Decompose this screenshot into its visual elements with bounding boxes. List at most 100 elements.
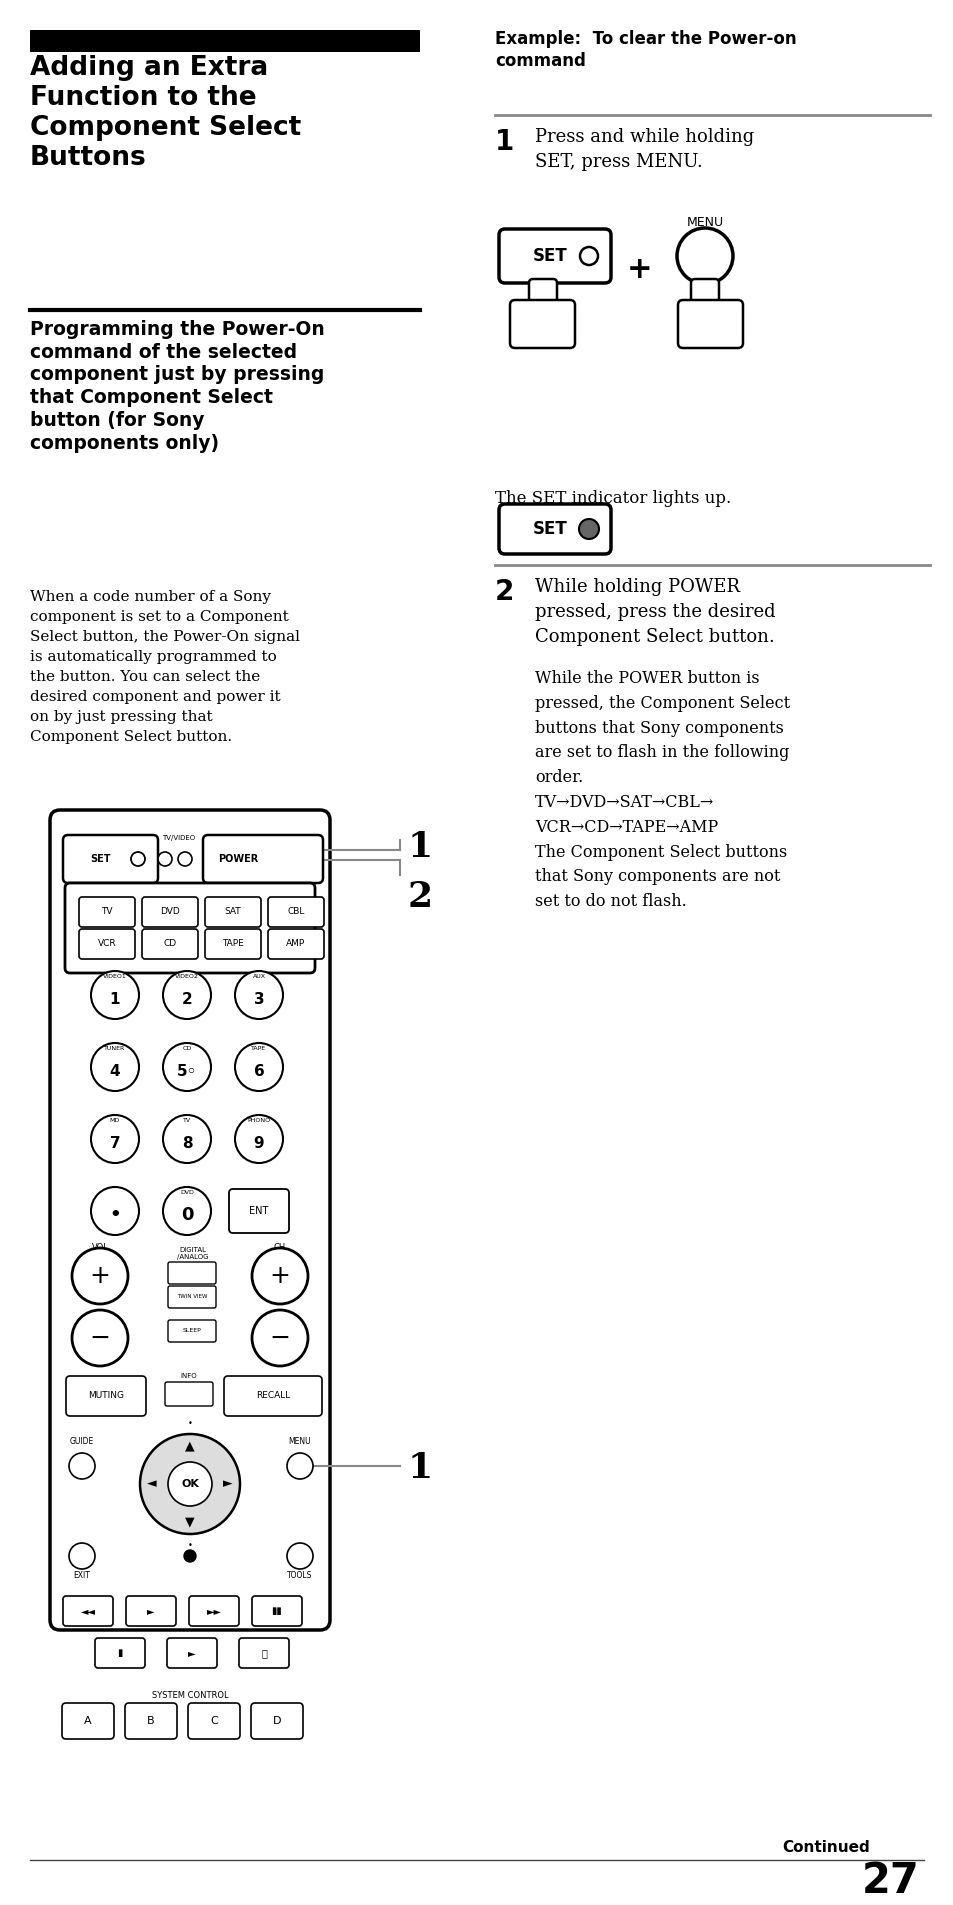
Circle shape (163, 1044, 211, 1092)
Text: DIGITAL
/ANALOG: DIGITAL /ANALOG (177, 1248, 209, 1261)
FancyBboxPatch shape (62, 1703, 113, 1739)
Text: TWIN VIEW: TWIN VIEW (176, 1295, 207, 1299)
Text: ◄◄: ◄◄ (80, 1606, 95, 1615)
Text: ▮: ▮ (117, 1648, 123, 1657)
Text: 0: 0 (180, 1206, 193, 1225)
Circle shape (178, 852, 192, 867)
Text: MENU: MENU (289, 1436, 311, 1446)
FancyBboxPatch shape (79, 897, 135, 928)
Circle shape (69, 1454, 95, 1478)
Text: 27: 27 (862, 1859, 919, 1901)
Text: Continued: Continued (781, 1840, 869, 1855)
FancyBboxPatch shape (126, 1596, 175, 1627)
Text: 2: 2 (181, 991, 193, 1006)
Text: CD: CD (182, 1046, 192, 1052)
Text: DVD: DVD (180, 1191, 193, 1196)
Circle shape (168, 1461, 212, 1507)
FancyBboxPatch shape (229, 1189, 289, 1233)
Circle shape (158, 852, 172, 867)
Text: B: B (147, 1716, 154, 1726)
Text: While holding POWER
pressed, press the desired
Component Select button.: While holding POWER pressed, press the d… (535, 577, 775, 646)
FancyBboxPatch shape (498, 229, 610, 284)
Text: PHONO: PHONO (247, 1118, 271, 1124)
Text: ▮▮: ▮▮ (272, 1606, 282, 1615)
Text: SYSTEM CONTROL: SYSTEM CONTROL (152, 1690, 228, 1699)
Text: When a code number of a Sony
component is set to a Component
Select button, the : When a code number of a Sony component i… (30, 591, 299, 745)
Text: EXIT: EXIT (73, 1572, 91, 1581)
FancyBboxPatch shape (529, 278, 557, 322)
Text: +: + (626, 255, 652, 284)
FancyBboxPatch shape (168, 1261, 215, 1284)
FancyBboxPatch shape (142, 897, 198, 928)
FancyBboxPatch shape (66, 1375, 146, 1415)
FancyBboxPatch shape (690, 278, 719, 322)
Circle shape (163, 1114, 211, 1162)
FancyBboxPatch shape (63, 834, 158, 884)
Text: While the POWER button is
pressed, the Component Select
buttons that Sony compon: While the POWER button is pressed, the C… (535, 671, 789, 911)
Text: VCR: VCR (97, 939, 116, 949)
Circle shape (287, 1454, 313, 1478)
FancyBboxPatch shape (678, 299, 742, 349)
FancyBboxPatch shape (50, 810, 330, 1631)
Text: ▲: ▲ (185, 1440, 194, 1452)
Text: GUIDE: GUIDE (70, 1436, 94, 1446)
FancyBboxPatch shape (79, 930, 135, 958)
Text: SAT: SAT (225, 907, 241, 916)
Text: MENU: MENU (686, 217, 722, 229)
Text: POWER: POWER (218, 853, 258, 865)
Text: ►►: ►► (206, 1606, 221, 1615)
Text: Press and while holding
SET, press MENU.: Press and while holding SET, press MENU. (535, 128, 754, 171)
Text: SET: SET (533, 248, 567, 265)
Circle shape (252, 1311, 308, 1366)
Text: 2: 2 (408, 880, 433, 914)
FancyBboxPatch shape (251, 1703, 303, 1739)
FancyBboxPatch shape (188, 1703, 240, 1739)
FancyBboxPatch shape (189, 1596, 239, 1627)
Circle shape (69, 1543, 95, 1570)
FancyBboxPatch shape (239, 1638, 289, 1669)
Text: 7: 7 (110, 1135, 120, 1151)
FancyBboxPatch shape (167, 1638, 216, 1669)
Circle shape (91, 1114, 139, 1162)
Circle shape (252, 1248, 308, 1305)
FancyBboxPatch shape (205, 897, 261, 928)
Text: ►: ► (223, 1478, 233, 1490)
Text: +: + (90, 1265, 111, 1288)
Text: 1: 1 (408, 831, 433, 865)
Text: CH: CH (274, 1244, 286, 1252)
Text: −: − (269, 1326, 291, 1351)
Circle shape (140, 1434, 240, 1534)
Text: TOOLS: TOOLS (287, 1572, 313, 1581)
FancyBboxPatch shape (168, 1320, 215, 1341)
Text: CBL: CBL (287, 907, 304, 916)
Text: 1: 1 (110, 991, 120, 1006)
Circle shape (287, 1543, 313, 1570)
Text: TAPE: TAPE (252, 1046, 266, 1052)
Text: AMP: AMP (286, 939, 305, 949)
Circle shape (91, 1187, 139, 1234)
Text: 6: 6 (253, 1063, 264, 1078)
Text: TV: TV (183, 1118, 191, 1124)
Text: OK: OK (181, 1478, 199, 1490)
Text: VIDEO1: VIDEO1 (103, 975, 127, 979)
Text: 4: 4 (110, 1063, 120, 1078)
Circle shape (91, 972, 139, 1019)
FancyBboxPatch shape (510, 299, 575, 349)
Text: MUTING: MUTING (88, 1391, 124, 1400)
Text: TAPE: TAPE (222, 939, 244, 949)
Text: ◄: ◄ (147, 1478, 156, 1490)
Text: ►: ► (147, 1606, 154, 1615)
FancyBboxPatch shape (203, 834, 323, 884)
FancyBboxPatch shape (65, 884, 314, 973)
Circle shape (677, 229, 732, 284)
Text: ENT: ENT (249, 1206, 269, 1215)
Text: CD: CD (163, 939, 176, 949)
Text: SET: SET (533, 520, 567, 537)
Text: D: D (273, 1716, 281, 1726)
FancyBboxPatch shape (142, 930, 198, 958)
Circle shape (163, 972, 211, 1019)
Text: +: + (270, 1265, 290, 1288)
Text: 3: 3 (253, 991, 264, 1006)
Circle shape (234, 1044, 283, 1092)
Text: •: • (109, 1206, 121, 1225)
